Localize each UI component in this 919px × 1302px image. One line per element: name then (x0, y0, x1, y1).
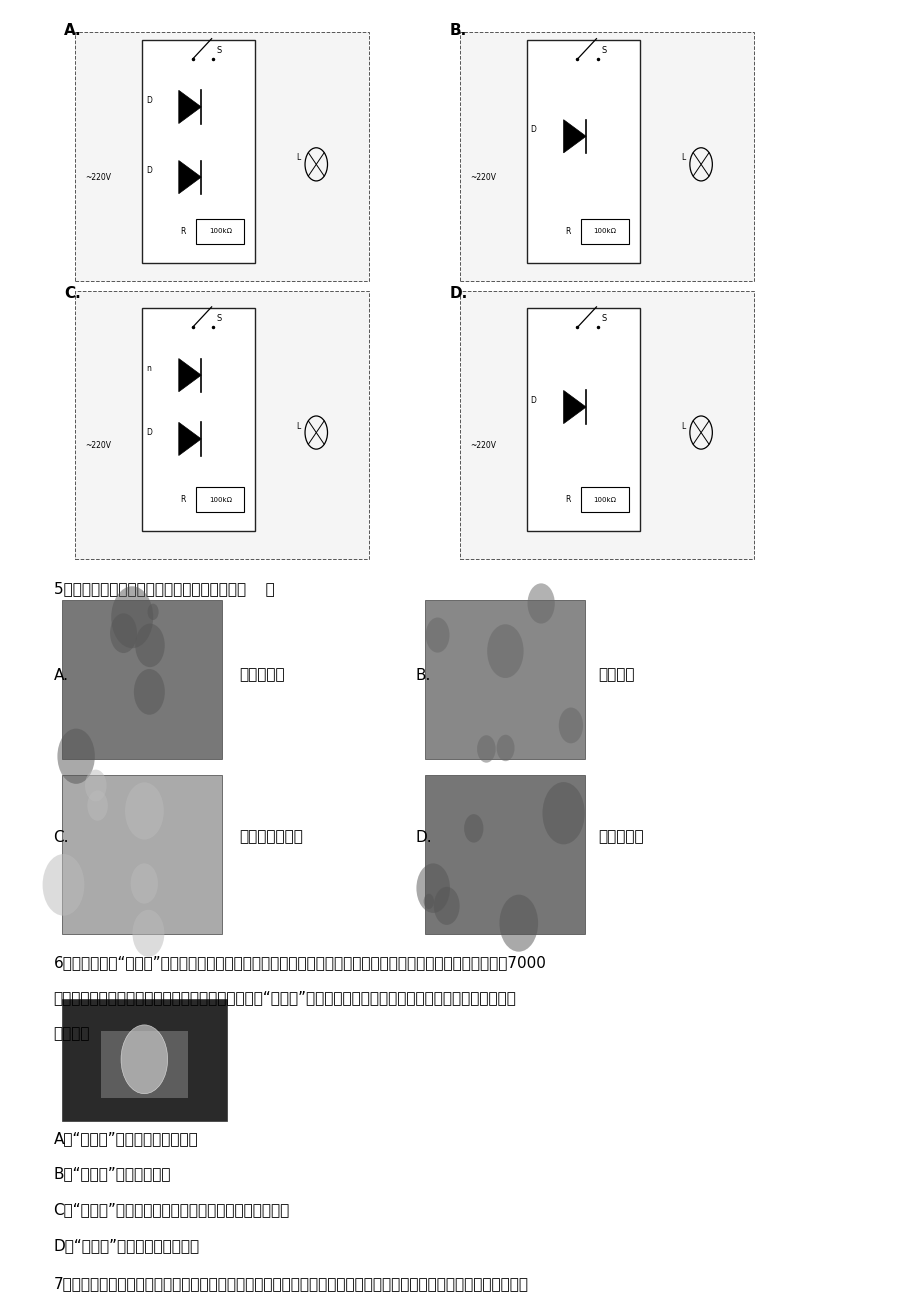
Circle shape (130, 863, 158, 904)
Circle shape (147, 604, 158, 620)
Text: C.: C. (63, 286, 81, 301)
Circle shape (87, 790, 108, 820)
Text: ~220V: ~220V (85, 173, 111, 181)
Text: 100kΩ: 100kΩ (209, 228, 232, 234)
Text: R: R (564, 227, 570, 236)
Text: L: L (681, 154, 685, 163)
Text: B．“蛳龙号”重力小于浮力: B．“蛳龙号”重力小于浮力 (53, 1167, 171, 1181)
Bar (460, 33, 754, 281)
Polygon shape (178, 422, 201, 456)
Bar (75, 292, 369, 559)
Circle shape (542, 783, 584, 845)
Bar (527, 309, 639, 531)
Bar (197, 219, 244, 243)
Circle shape (135, 624, 165, 667)
Text: 7．如图所示，均匀圆柱体甲和盛有液体的圆柱形容器乙放置在水平地面上。现沿水平方向切去部分甲并从容器乙中抄: 7．如图所示，均匀圆柱体甲和盛有液体的圆柱形容器乙放置在水平地面上。现沿水平方向… (53, 1276, 528, 1292)
Text: ~220V: ~220V (470, 173, 496, 181)
Text: 100kΩ: 100kΩ (593, 496, 616, 503)
Circle shape (499, 894, 538, 952)
Text: 正确的是: 正确的是 (53, 1026, 90, 1042)
Text: C.: C. (53, 829, 69, 845)
Text: D: D (530, 125, 536, 134)
Polygon shape (563, 391, 585, 423)
Circle shape (487, 624, 523, 678)
Text: 100kΩ: 100kΩ (209, 496, 232, 503)
Bar (62, 600, 222, 759)
Circle shape (463, 814, 482, 842)
Circle shape (110, 613, 137, 654)
Text: S: S (601, 314, 607, 323)
Bar (142, 309, 255, 531)
Text: ~220V: ~220V (85, 441, 111, 449)
Circle shape (416, 863, 449, 913)
Bar (62, 1000, 226, 1121)
Text: A．“蛳龙号”所受海水的压强增大: A．“蛳龙号”所受海水的压强增大 (53, 1130, 199, 1146)
Circle shape (134, 669, 165, 715)
Text: S: S (217, 46, 221, 55)
Bar (581, 487, 629, 512)
Circle shape (527, 583, 554, 624)
Circle shape (425, 617, 449, 652)
Text: 100kΩ: 100kΩ (593, 228, 616, 234)
Circle shape (132, 910, 165, 957)
Text: D: D (146, 96, 152, 105)
Polygon shape (178, 358, 201, 392)
Circle shape (85, 769, 107, 802)
Text: B.: B. (414, 668, 430, 682)
Text: A.: A. (63, 23, 82, 38)
Text: S: S (601, 46, 607, 55)
Text: D．“蛳龙号”所受的浮力逐渐较小: D．“蛳龙号”所受的浮力逐渐较小 (53, 1238, 199, 1253)
Text: 樟脑丸逐渐变小: 樟脑丸逐渐变小 (239, 829, 303, 845)
Polygon shape (178, 90, 201, 124)
Text: D.: D. (449, 286, 468, 301)
Text: n: n (146, 365, 151, 374)
Text: A.: A. (53, 668, 69, 682)
Text: C．“蛳龙号”不断下沉是由于它的惯性大于它受到的阻力: C．“蛳龙号”不断下沉是由于它的惯性大于它受到的阻力 (53, 1202, 289, 1217)
Text: D: D (146, 428, 152, 437)
Text: D: D (146, 167, 152, 176)
Bar (581, 219, 629, 243)
Circle shape (496, 734, 514, 762)
Polygon shape (178, 160, 201, 194)
Text: 河水结冰: 河水结冰 (597, 668, 634, 682)
Text: S: S (217, 314, 221, 323)
Text: ~220V: ~220V (470, 441, 496, 449)
Text: 露珠的形成: 露珠的形成 (597, 829, 643, 845)
Text: R: R (564, 495, 570, 504)
Bar (460, 292, 754, 559)
Text: 6．如图所示，“蛳龙号”载人深潜器是我国首台自主设计、研制的作业型深海载人潜水器，设计最大下潜深度为7000: 6．如图所示，“蛳龙号”载人深潜器是我国首台自主设计、研制的作业型深海载人潜水器… (53, 954, 546, 970)
Circle shape (424, 893, 434, 909)
Text: R: R (180, 227, 186, 236)
Bar (75, 33, 369, 281)
Text: R: R (180, 495, 186, 504)
Polygon shape (563, 120, 585, 152)
Circle shape (111, 586, 153, 648)
Bar (425, 775, 584, 935)
Circle shape (125, 783, 164, 840)
Bar (142, 40, 255, 263)
Text: L: L (296, 154, 301, 163)
Text: 雾淡的形成: 雾淡的形成 (239, 668, 285, 682)
Bar (197, 487, 244, 512)
Circle shape (434, 887, 460, 924)
Bar (62, 775, 222, 935)
Text: 5．如图所示物态变化现象中，需要吸热的是（    ）: 5．如图所示物态变化现象中，需要吸热的是（ ） (53, 581, 274, 596)
Text: L: L (296, 422, 301, 431)
Text: D.: D. (414, 829, 431, 845)
Text: L: L (681, 422, 685, 431)
Circle shape (477, 736, 495, 763)
Circle shape (558, 707, 583, 743)
Bar (101, 1031, 187, 1098)
Circle shape (42, 854, 85, 915)
Bar (527, 40, 639, 263)
Text: 米级，是目前世界上下潜最深的作业型载人潜水器．“蛳龙号”载人深潜器在海水中匀速竖直下潜过程中，下列说法: 米级，是目前世界上下潜最深的作业型载人潜水器．“蛳龙号”载人深潜器在海水中匀速竖… (53, 991, 516, 1005)
Text: B.: B. (449, 23, 466, 38)
Text: D: D (530, 396, 536, 405)
Circle shape (57, 729, 95, 784)
Bar (425, 600, 584, 759)
Circle shape (121, 1025, 167, 1094)
